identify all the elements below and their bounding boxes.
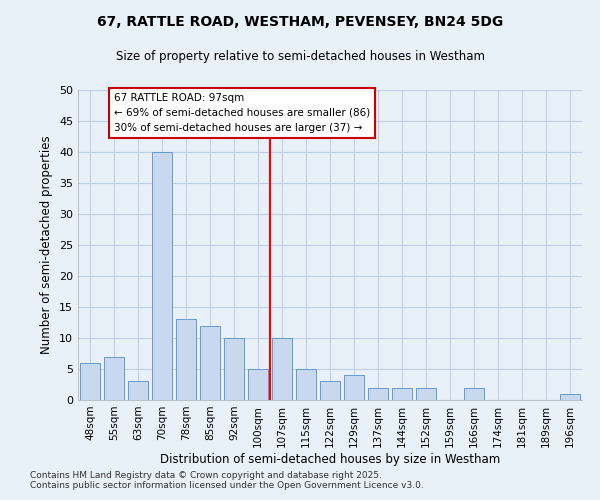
X-axis label: Distribution of semi-detached houses by size in Westham: Distribution of semi-detached houses by … bbox=[160, 452, 500, 466]
Bar bbox=[80, 363, 100, 400]
Bar bbox=[224, 338, 244, 400]
Bar bbox=[344, 375, 364, 400]
Text: Contains HM Land Registry data © Crown copyright and database right 2025.
Contai: Contains HM Land Registry data © Crown c… bbox=[30, 470, 424, 490]
Text: 67 RATTLE ROAD: 97sqm
← 69% of semi-detached houses are smaller (86)
30% of semi: 67 RATTLE ROAD: 97sqm ← 69% of semi-deta… bbox=[114, 93, 370, 132]
Bar bbox=[296, 369, 316, 400]
Bar bbox=[368, 388, 388, 400]
Bar bbox=[464, 388, 484, 400]
Bar bbox=[176, 320, 196, 400]
Text: 67, RATTLE ROAD, WESTHAM, PEVENSEY, BN24 5DG: 67, RATTLE ROAD, WESTHAM, PEVENSEY, BN24… bbox=[97, 15, 503, 29]
Bar bbox=[152, 152, 172, 400]
Bar bbox=[560, 394, 580, 400]
Bar bbox=[248, 369, 268, 400]
Bar bbox=[416, 388, 436, 400]
Bar bbox=[392, 388, 412, 400]
Bar bbox=[128, 382, 148, 400]
Bar bbox=[272, 338, 292, 400]
Text: Size of property relative to semi-detached houses in Westham: Size of property relative to semi-detach… bbox=[115, 50, 485, 63]
Bar bbox=[200, 326, 220, 400]
Bar bbox=[320, 382, 340, 400]
Y-axis label: Number of semi-detached properties: Number of semi-detached properties bbox=[40, 136, 53, 354]
Bar bbox=[104, 356, 124, 400]
